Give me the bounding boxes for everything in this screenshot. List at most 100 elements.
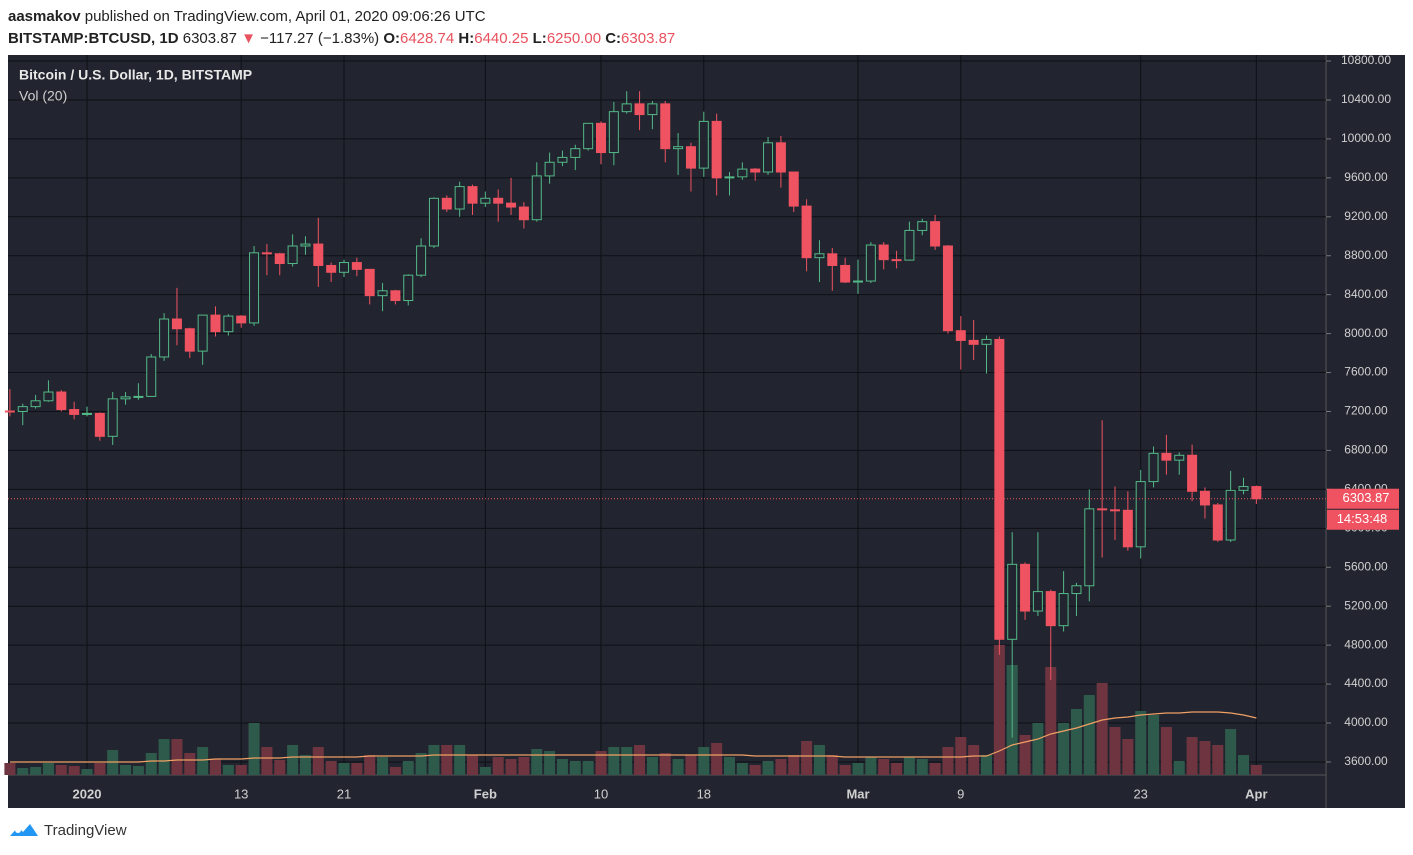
candle-body (544, 161, 555, 177)
candle-body (1110, 509, 1120, 512)
volume-bar (749, 765, 761, 775)
volume-bar (968, 745, 980, 775)
y-tick-label: 6800.00 (1344, 443, 1388, 457)
volume-bar (248, 723, 260, 775)
candle-body (506, 202, 517, 208)
y-tick-label: 4800.00 (1344, 637, 1388, 651)
y-tick-label: 10400.00 (1341, 92, 1391, 106)
volume-bar (813, 745, 825, 775)
y-tick-label: 9200.00 (1344, 209, 1388, 223)
volume-bar (929, 763, 941, 775)
volume-ma-line (9, 711, 1257, 763)
volume-bar (839, 765, 851, 775)
volume-bar (94, 763, 106, 775)
candle-body (750, 168, 761, 173)
axes: 3600.00 4000.00 4400.00 4800.00 5200.00 5600.… (8, 53, 1399, 801)
candle-body (236, 315, 247, 324)
volume-bar (55, 765, 67, 775)
candle-body (570, 148, 581, 158)
x-tick-label: 21 (337, 786, 351, 801)
candle-body (300, 243, 311, 247)
candle-body (339, 262, 349, 273)
volume-bar (30, 767, 42, 775)
volume-bar (865, 757, 877, 775)
ohlc-value: 6428.74 (400, 30, 455, 47)
volume-bar (389, 767, 401, 775)
volume-bar (981, 755, 992, 775)
volume-bar (299, 755, 311, 775)
x-tick-label: Apr (1245, 786, 1267, 801)
candle-body (814, 253, 825, 259)
volume-bar (1058, 723, 1070, 775)
candle-body (763, 142, 774, 173)
candle-body (531, 175, 542, 221)
volume-bar (415, 753, 427, 775)
volume-bar (145, 753, 157, 775)
volume-bar (338, 763, 350, 775)
candle-body (827, 253, 838, 266)
candle-body (788, 171, 799, 207)
price-tag (1327, 488, 1399, 509)
volume-bar (1096, 683, 1108, 775)
y-tick-label: 7200.00 (1344, 404, 1388, 418)
volume-bar (993, 645, 1005, 775)
candle-body (364, 268, 375, 297)
candle-body (1238, 486, 1249, 491)
arrow: ▼ (241, 30, 256, 47)
quote-line: BITSTAMP:BTCUSD, 1D 6303.87 ▼ −117.27 (−… (8, 28, 675, 50)
volume-bar (274, 760, 286, 775)
volume-bar (1045, 667, 1057, 775)
volume-bar (569, 761, 581, 775)
volume-bar (81, 769, 93, 775)
volume-bar (197, 747, 209, 775)
candle-body (94, 412, 105, 437)
candle-body (1174, 454, 1185, 461)
y-tick-label: 7600.00 (1344, 365, 1388, 379)
candle-body (403, 274, 414, 302)
candle-body (1084, 508, 1095, 587)
candle-body (557, 156, 568, 163)
x-tick-label: Mar (846, 786, 869, 801)
candle-body (621, 103, 632, 113)
candle-body (1161, 452, 1172, 461)
y-tick-label: 4400.00 (1344, 676, 1388, 690)
volume-bar (210, 759, 221, 775)
brand: TradingView (44, 821, 127, 839)
candle-body (660, 103, 671, 150)
candle-body (891, 259, 902, 262)
countdown-tag (1327, 509, 1399, 530)
volume-bar (762, 761, 774, 775)
candle-body (801, 205, 812, 259)
candle-body (1020, 563, 1031, 612)
ohlc-label: H: (458, 30, 475, 47)
candle-body (685, 146, 696, 169)
candle-body (326, 264, 337, 273)
y-tick-label: 8000.00 (1344, 326, 1388, 340)
volume-bar (1173, 761, 1185, 775)
y-tick-label: 3600.00 (1344, 754, 1388, 768)
volume-bar (955, 737, 967, 775)
candle-body (1097, 508, 1108, 511)
candle-body (634, 103, 645, 116)
candle-body (711, 120, 722, 179)
volume-bar (120, 765, 132, 775)
volume-bar (1212, 745, 1224, 775)
candle-body (197, 314, 208, 352)
x-tick-label: 9 (957, 786, 964, 801)
candle-body (878, 244, 889, 261)
candle-body (43, 391, 54, 402)
volume-bar (634, 745, 646, 775)
candle-body (865, 244, 876, 282)
volume-bar (1160, 727, 1172, 775)
candle-body (69, 409, 80, 415)
volume-bar (351, 763, 363, 775)
candle-body (955, 330, 966, 341)
candle-body (994, 338, 1005, 640)
symbol: BITSTAMP:BTCUSD, 1D (8, 30, 179, 47)
candle-body (930, 221, 941, 247)
candle-body (4, 410, 15, 413)
candle-body (82, 412, 92, 415)
candle-body (981, 338, 992, 345)
candle-body (1251, 486, 1262, 500)
volume-bar (544, 751, 556, 775)
